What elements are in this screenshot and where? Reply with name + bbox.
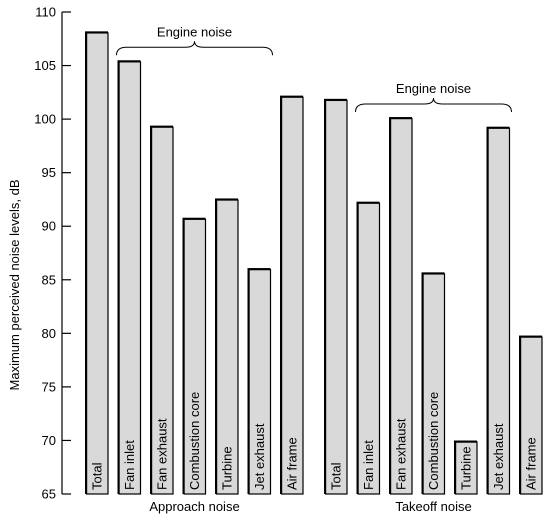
bar-category-label: Jet exhaust (252, 423, 267, 490)
y-tick-label: 105 (34, 58, 56, 73)
bar (487, 127, 511, 495)
bar-category-label: Air frame (285, 437, 300, 490)
bar (519, 336, 543, 495)
bars: Total Fan inlet Fan exhaust Combustion core… (85, 31, 543, 495)
y-tick-label: 65 (42, 487, 56, 502)
bar (183, 218, 207, 495)
bar (390, 118, 413, 495)
bar-category-label: Total (329, 462, 344, 490)
group-label: Takeoff noise (395, 499, 471, 514)
y-tick-label: 110 (35, 5, 56, 20)
y-tick-label: 85 (42, 272, 56, 287)
bar (248, 269, 272, 495)
group-label: Approach noise (149, 499, 239, 514)
bar (325, 99, 348, 495)
y-axis-label: Maximum perceived noise levels, dB (7, 180, 22, 391)
bar-category-label: Turbine (220, 446, 235, 490)
bar (455, 441, 478, 495)
brace-label: Engine noise (396, 81, 471, 96)
brace-label: Engine noise (157, 24, 232, 39)
bar-category-label: Fan exhaust (394, 418, 409, 490)
bar (85, 32, 109, 495)
y-tick-label: 100 (34, 112, 56, 127)
bar (281, 96, 304, 495)
y-tick-label: 80 (42, 326, 56, 341)
bar-category-label: Turbine (459, 446, 474, 490)
bar (422, 273, 446, 495)
brace (355, 98, 512, 113)
bar-category-label: Fan inlet (122, 440, 137, 490)
bar (357, 202, 381, 495)
bar-category-label: Combustion core (426, 392, 441, 490)
bar-category-label: Fan inlet (361, 440, 376, 490)
group-labels: Approach noise Takeoff noise (149, 499, 471, 514)
y-tick-label: 75 (42, 379, 56, 394)
bar-category-label: Jet exhaust (491, 423, 506, 490)
bar-category-label: Combustion core (187, 392, 202, 490)
brace (116, 41, 273, 56)
y-axis: 65 70 75 80 85 90 95 100 105 110 (34, 5, 71, 502)
bar (118, 61, 142, 495)
bar (216, 199, 239, 495)
bar-category-label: Air frame (524, 437, 539, 490)
bar-category-label: Total (90, 462, 105, 490)
bar-category-label: Fan exhaust (155, 418, 170, 490)
engine-noise-braces: Engine noise Engine noise (116, 24, 512, 113)
bar (151, 126, 174, 495)
y-tick-label: 95 (42, 165, 56, 180)
y-tick-label: 90 (42, 219, 56, 234)
y-tick-label: 70 (42, 433, 56, 448)
